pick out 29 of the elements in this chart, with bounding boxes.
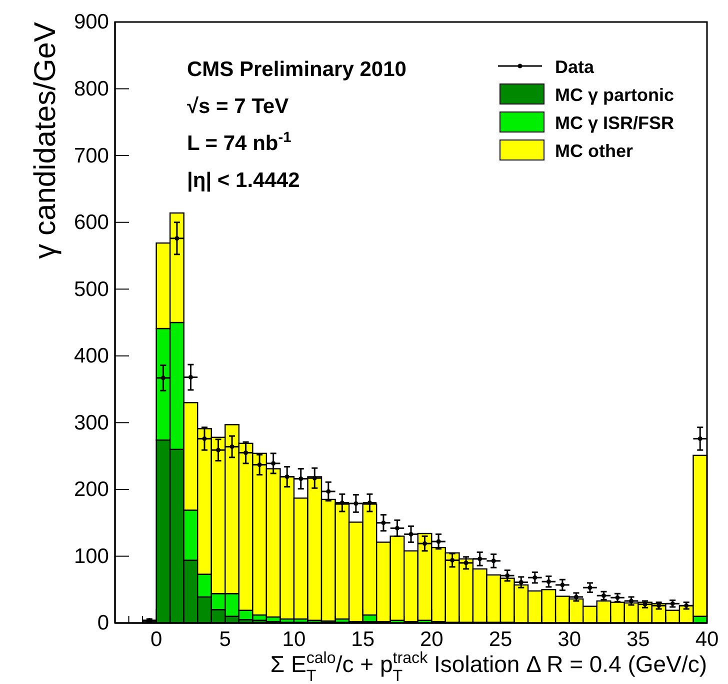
y-tick-label: 0 — [97, 612, 109, 635]
y-tick-label: 200 — [74, 478, 109, 502]
legend-label: Data — [555, 57, 596, 77]
x-tick-label: 15 — [351, 628, 374, 651]
annotation: L = 74 nb$^{-1}$ — [187, 130, 292, 155]
annotation: √s = 7 TeV — [187, 95, 289, 118]
y-axis-title: γ candidates/GeV — [29, 22, 62, 259]
x-tick-label: 25 — [488, 628, 512, 651]
x-tick-label: 0 — [150, 628, 162, 651]
x-tick-label: 30 — [558, 628, 582, 651]
x-tick-label: 20 — [420, 628, 444, 651]
y-tick-label: 400 — [74, 344, 109, 368]
y-tick-label: 600 — [74, 211, 109, 234]
x-tick-label: 40 — [695, 628, 719, 651]
y-tick-label: 900 — [74, 10, 109, 34]
y-tick-label: 100 — [74, 544, 109, 568]
x-axis-title: Σ E$_{T}$$^{calo}$/c + p$_{T}$$^{track}$ Isolation Δ R = 0.4 (GeV/c) — [270, 649, 707, 684]
y-tick-label: 700 — [74, 144, 109, 168]
y-tick-label: 800 — [74, 78, 109, 100]
y-tick-label: 500 — [74, 278, 109, 301]
annotation: |η| < 1.4442 — [187, 169, 300, 192]
annotation: CMS Preliminary 2010 — [187, 58, 406, 81]
legend-label: MC γ partonic — [555, 85, 674, 105]
x-tick-label: 10 — [282, 628, 306, 651]
legend-label: MC other — [555, 141, 633, 161]
y-tick-label: 300 — [74, 411, 109, 434]
x-tick-label: 5 — [219, 628, 231, 651]
legend-label: MC γ ISR/FSR — [555, 113, 674, 133]
x-tick-label: 35 — [626, 628, 650, 651]
